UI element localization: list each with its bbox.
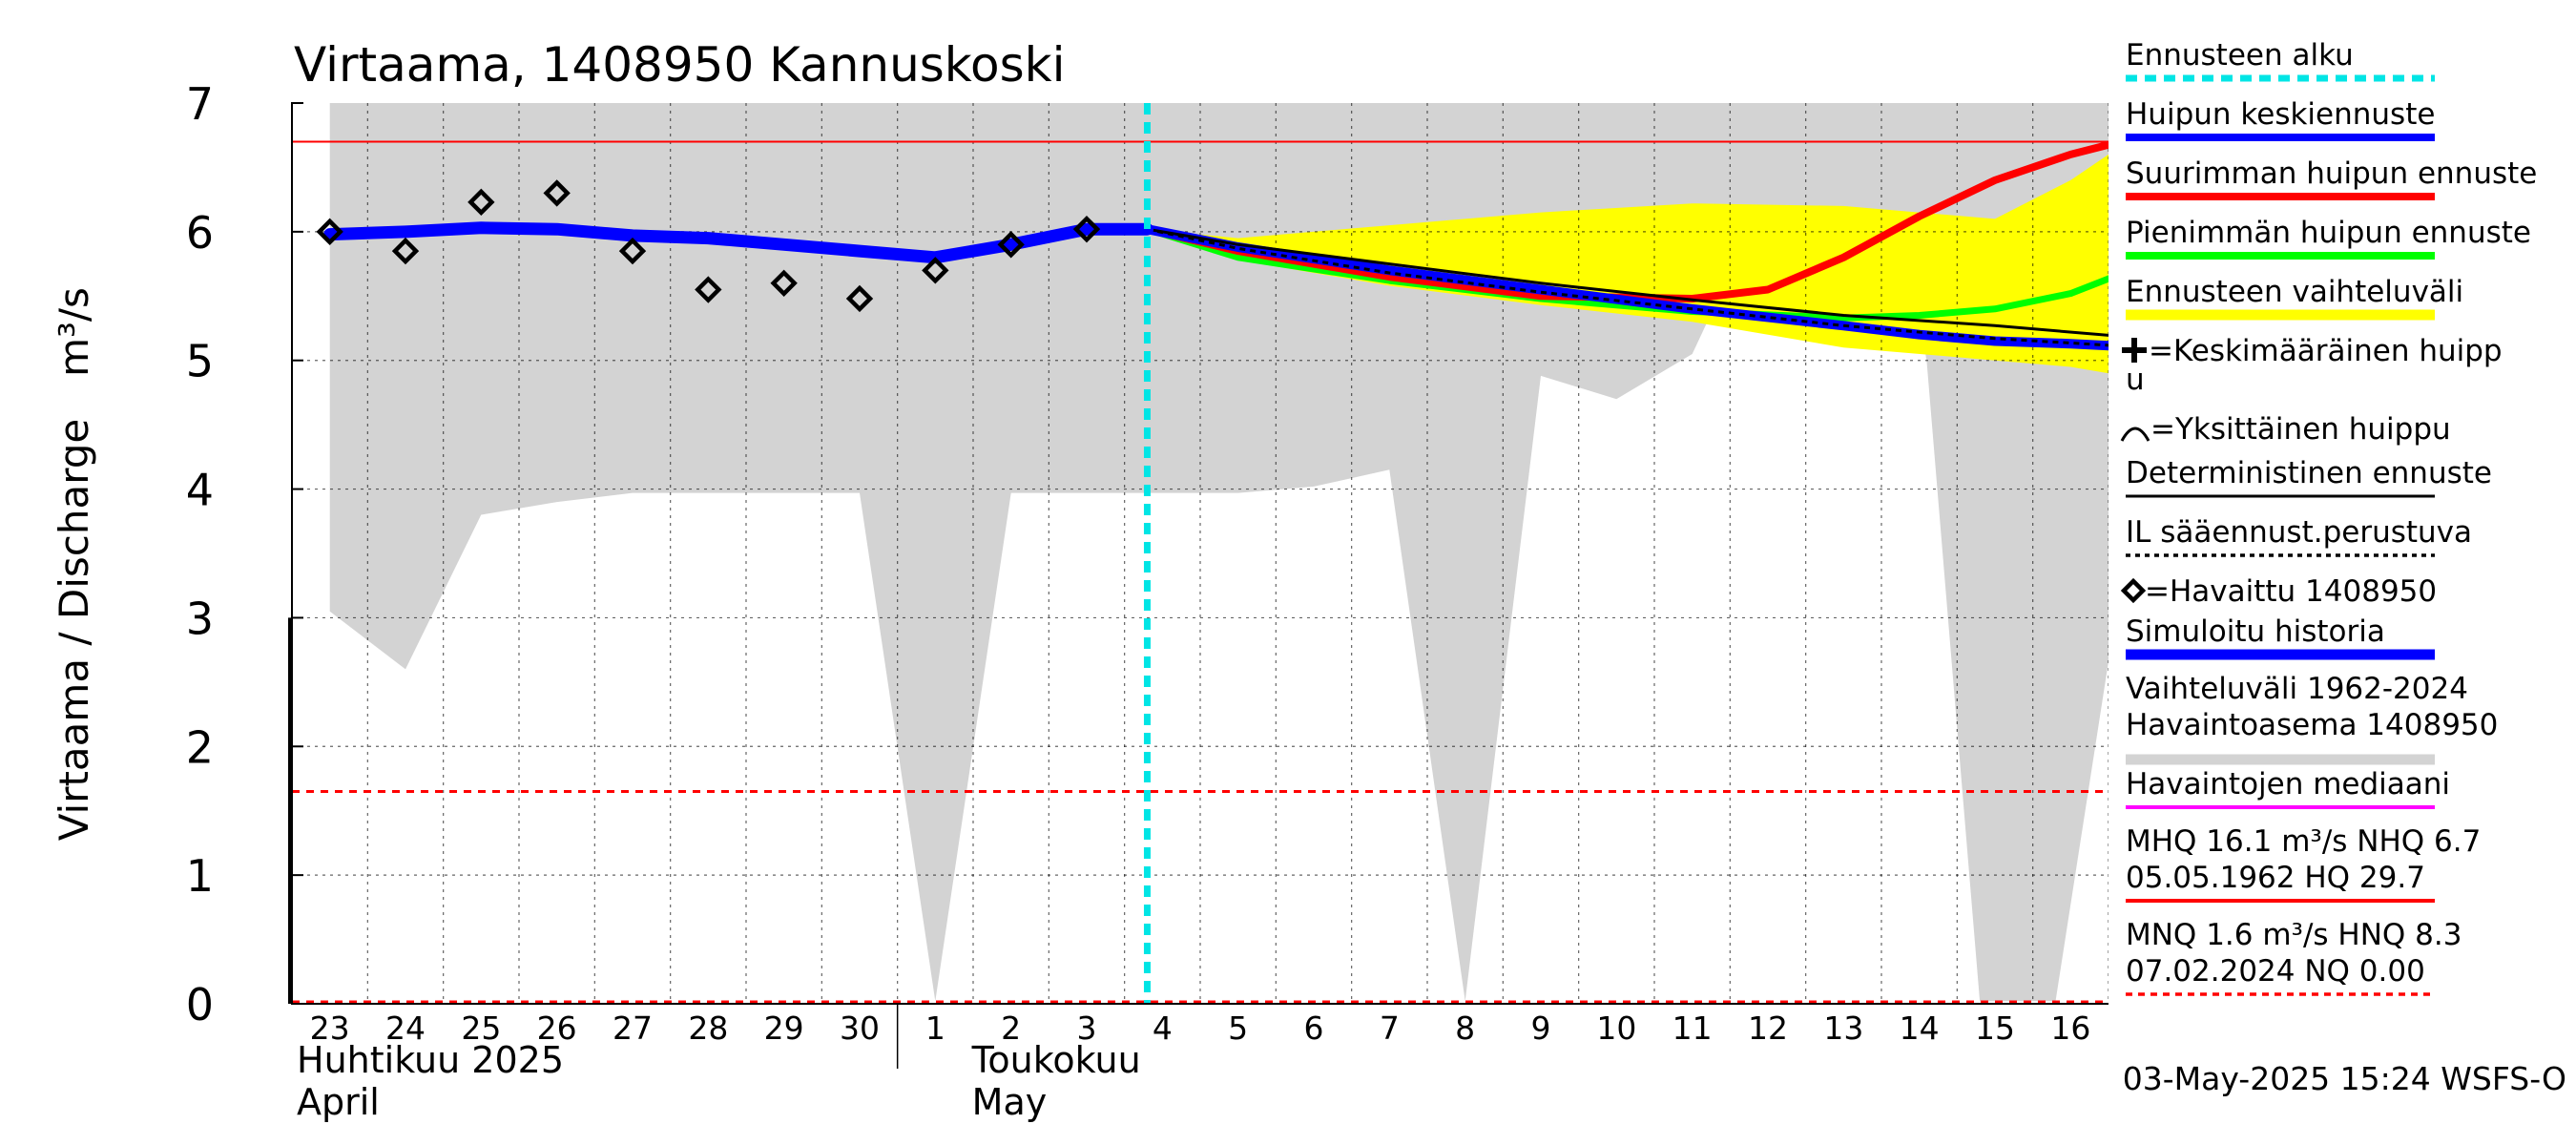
month-label-en: April	[297, 1081, 380, 1123]
x-tick-label: 5	[1228, 1010, 1248, 1047]
month-label-fi: Huhtikuu 2025	[297, 1039, 564, 1081]
legend-label-line2: Havaintoasema 1408950	[2126, 708, 2498, 742]
y-tick-label: 4	[186, 465, 214, 516]
legend-label: Deterministinen ennuste	[2126, 456, 2492, 490]
x-tick-label: 9	[1531, 1010, 1551, 1047]
legend-label: Simuloitu historia	[2126, 614, 2385, 649]
legend-item-single_peak_marker: =Yksittäinen huippu	[2120, 412, 2451, 447]
x-tick-label: 16	[2050, 1010, 2090, 1047]
x-tick-label: 6	[1304, 1010, 1324, 1047]
legend-diamond-marker	[2120, 577, 2147, 604]
x-tick-label: 25	[461, 1010, 501, 1047]
month-label-en: May	[972, 1081, 1048, 1123]
legend-label-line2: 07.02.2024 NQ 0.00	[2126, 954, 2425, 989]
legend-label: Suurimman huipun ennuste	[2126, 156, 2537, 191]
x-tick-label: 24	[385, 1010, 426, 1047]
x-tick-label: 23	[310, 1010, 350, 1047]
observed-point	[316, 218, 343, 246]
x-tick-label: 27	[613, 1010, 653, 1047]
x-tick-label: 4	[1153, 1010, 1173, 1047]
observed-point	[770, 269, 798, 297]
chart-title: Virtaama, 1408950 Kannuskoski	[294, 37, 1065, 93]
plot-area	[292, 103, 2109, 1004]
legend-label: Ennusteen alku	[2126, 38, 2354, 73]
legend-label: Ennusteen vaihteluväli	[2126, 275, 2463, 309]
legend-item-median: Havaintojen mediaani	[2126, 767, 2450, 809]
legend-item-il_forecast: IL sääennust.perustuva	[2126, 515, 2472, 557]
legend-label: Huipun keskiennuste	[2126, 97, 2435, 132]
observed-point	[997, 231, 1025, 259]
legend-label: MHQ 16.1 m³/s NHQ 6.7	[2126, 824, 2481, 859]
legend-item-range_history: Vaihteluväli 1962-2024 Havaintoasema 140…	[2126, 672, 2498, 765]
legend-item-mnq: MNQ 1.6 m³/s HNQ 8.307.02.2024 NQ 0.00	[2126, 918, 2462, 996]
range-history-band	[329, 103, 2109, 1002]
legend-label-line2: 05.05.1962 HQ 29.7	[2126, 861, 2425, 895]
observed-point	[695, 276, 722, 303]
x-tick-label: 15	[1975, 1010, 2015, 1047]
legend-item-deterministic: Deterministinen ennuste	[2126, 456, 2492, 498]
observed-point	[391, 237, 420, 265]
legend-label: Pienimmän huipun ennuste	[2126, 216, 2531, 250]
y-tick-label: 0	[186, 979, 214, 1030]
legend-label: IL sääennust.perustuva	[2126, 515, 2472, 550]
x-tick-label: 8	[1455, 1010, 1475, 1047]
x-tick-label: 11	[1672, 1010, 1713, 1047]
x-tick-label: 1	[925, 1010, 945, 1047]
legend-item-peak_max: Suurimman huipun ennuste	[2126, 156, 2537, 200]
observed-point	[543, 179, 571, 207]
legend-label: =Keskimääräinen huipp	[2149, 334, 2503, 368]
legend-label-line2: u	[2126, 363, 2145, 397]
observed-point	[922, 257, 949, 284]
legend-item-peak_mean: Huipun keskiennuste	[2126, 97, 2435, 141]
peak-mean-forecast-line	[1146, 224, 2109, 351]
x-tick-label: 12	[1748, 1010, 1788, 1047]
legend: Ennusteen alku Huipun keskiennuste Suurimm…	[2120, 38, 2537, 996]
x-tick-label: 14	[1900, 1010, 1940, 1047]
deterministic-forecast-line	[1147, 227, 2109, 337]
footer-timestamp: 03-May-2025 15:24 WSFS-O	[2123, 1060, 2566, 1097]
legend-item-simulated: Simuloitu historia	[2126, 614, 2435, 660]
x-tick-label: 10	[1596, 1010, 1636, 1047]
x-tick-label: 3	[1077, 1010, 1097, 1047]
plot-inner	[292, 103, 2109, 1004]
legend-item-forecast_range: Ennusteen vaihteluväli	[2126, 275, 2463, 321]
legend-label: Havaintojen mediaani	[2126, 767, 2450, 802]
observed-point	[618, 237, 647, 265]
y-tick-label: 3	[186, 593, 214, 644]
x-tick-label: 26	[537, 1010, 577, 1047]
legend-arc-marker	[2120, 427, 2150, 442]
x-tick-label: 7	[1380, 1010, 1400, 1047]
y-tick-label: 7	[186, 78, 214, 130]
x-tick-label: 29	[764, 1010, 804, 1047]
y-axis-unit: m³/s	[51, 287, 97, 377]
simulated-history-line	[323, 221, 1153, 264]
x-tick-label: 28	[688, 1010, 728, 1047]
observed-point	[467, 188, 495, 217]
legend-item-forecast_start: Ennusteen alku	[2126, 38, 2435, 82]
peak-max-forecast-line	[1146, 140, 2109, 302]
legend-label: =Yksittäinen huippu	[2150, 412, 2451, 447]
observed-point	[1072, 215, 1101, 243]
y-axis-label: Virtaama / Discharge	[51, 419, 97, 842]
legend-item-observed: =Havaittu 1408950	[2120, 574, 2437, 609]
legend-label: MNQ 1.6 m³/s HNQ 8.3	[2126, 918, 2462, 952]
observed-point	[845, 284, 874, 313]
month-label-fi: Toukokuu	[971, 1039, 1141, 1081]
il-forecast-line	[1147, 227, 2109, 347]
legend-label: =Havaittu 1408950	[2145, 574, 2437, 609]
x-tick-label: 13	[1823, 1010, 1863, 1047]
y-tick-label: 6	[186, 207, 214, 259]
y-tick-label: 1	[186, 850, 214, 902]
legend-item-peak_min: Pienimmän huipun ennuste	[2126, 216, 2531, 260]
y-tick-label: 2	[186, 721, 214, 773]
x-tick-label: 2	[1001, 1010, 1021, 1047]
legend-item-mhq: MHQ 16.1 m³/s NHQ 6.705.05.1962 HQ 29.7	[2126, 824, 2481, 903]
legend-label: Vaihteluväli 1962-2024	[2126, 672, 2468, 706]
y-tick-label: 5	[186, 336, 214, 387]
legend-item-mean_peak_marker: =Keskimääräinen huippu	[2122, 334, 2503, 397]
x-tick-label: 30	[840, 1010, 880, 1047]
